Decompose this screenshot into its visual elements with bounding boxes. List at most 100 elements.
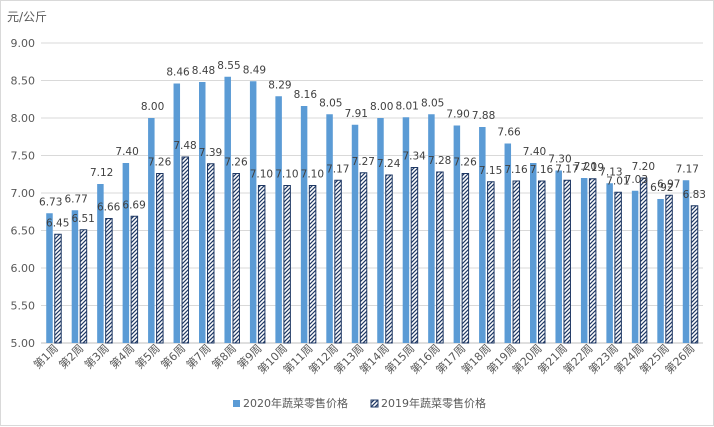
- bar-2019: [105, 218, 113, 344]
- x-tick-label: 第3周: [81, 341, 111, 371]
- data-label-2019: 7.10: [275, 169, 298, 181]
- y-tick-label: 8.00: [11, 112, 36, 125]
- x-tick-label: 第2周: [56, 341, 86, 371]
- data-label-2020: 7.13: [599, 166, 622, 178]
- bar-2019: [359, 172, 368, 344]
- data-label-2019: 7.15: [479, 165, 502, 177]
- y-tick-label: 8.50: [11, 75, 36, 88]
- data-label-2020: 7.20: [574, 161, 597, 173]
- bar-2020: [275, 96, 282, 343]
- bar-2020: [326, 114, 333, 343]
- bar-2019: [385, 174, 393, 344]
- data-label-2020: 8.16: [294, 89, 318, 101]
- bar-2020: [479, 127, 486, 343]
- data-label-2019: 6.83: [683, 189, 706, 201]
- bar-2020: [682, 180, 690, 343]
- bar-2019: [665, 194, 673, 344]
- bar-2020: [555, 170, 562, 343]
- x-tick-label: 第6周: [158, 341, 188, 371]
- data-label-2019: 7.17: [326, 163, 349, 175]
- data-label-2020: 8.00: [370, 101, 393, 113]
- bar-2019: [54, 233, 62, 344]
- y-axis-unit-label: 元/公斤: [7, 10, 47, 24]
- bar-2019: [283, 185, 291, 344]
- legend: 2020年蔬菜零售价格 2019年蔬菜零售价格: [233, 396, 486, 410]
- data-label-2020: 7.03: [625, 174, 648, 186]
- bar-2019: [512, 180, 521, 344]
- data-label-2019: 7.48: [173, 140, 196, 152]
- bar-2019: [308, 185, 317, 344]
- data-label-2019: 7.24: [377, 158, 401, 170]
- bar-2020: [71, 210, 79, 343]
- x-tick-label: 第8周: [209, 341, 239, 371]
- bar-2019: [181, 156, 190, 344]
- data-label-2019: 7.26: [148, 157, 172, 169]
- bar-2020: [173, 83, 181, 343]
- bar-2019: [257, 185, 266, 344]
- bar-2020: [199, 82, 206, 343]
- bar-2019: [690, 205, 699, 344]
- data-labels: 6.73 6.45 6.77 6.51 7.12 6.66 7.40 6.69 8.00 7.26…: [39, 60, 706, 230]
- data-label-2020: 8.48: [192, 65, 215, 77]
- bar-2019: [130, 215, 139, 344]
- bar-2019: [461, 173, 470, 344]
- data-label-2020: 8.05: [421, 97, 444, 109]
- bar-2020: [97, 184, 104, 343]
- bars: [46, 76, 699, 344]
- data-label-2020: 8.01: [395, 100, 418, 112]
- bar-2019: [232, 173, 240, 344]
- data-label-2019: 7.20: [632, 161, 655, 173]
- bar-2020: [530, 163, 537, 343]
- data-label-2019: 7.26: [224, 157, 248, 169]
- bar-2020: [428, 114, 435, 343]
- legend-swatch-2020: [233, 400, 240, 407]
- y-axis-ticks: 5.00 5.50 6.00 6.50 7.00 7.50 8.00 8.50 9.00: [11, 37, 36, 350]
- legend-label-2020: 2020年蔬菜零售价格: [243, 396, 348, 410]
- x-tick-label: 第7周: [183, 341, 213, 371]
- data-label-2019: 7.26: [453, 157, 477, 169]
- data-label-2020: 7.88: [472, 110, 495, 122]
- legend-swatch-2019: [370, 399, 379, 408]
- data-label-2020: 7.40: [523, 146, 546, 158]
- data-label-2020: 8.29: [268, 79, 291, 91]
- data-label-2019: 6.45: [46, 217, 69, 229]
- bar-2020: [606, 183, 613, 343]
- data-label-2019: 7.16: [530, 164, 554, 176]
- data-label-2019: 7.10: [301, 169, 324, 181]
- bar-2020: [631, 190, 639, 343]
- data-label-2019: 7.10: [250, 169, 273, 181]
- data-label-2019: 7.19: [581, 162, 604, 174]
- y-tick-label: 6.00: [11, 262, 36, 275]
- data-label-2019: 6.66: [97, 202, 121, 214]
- data-label-2020: 8.00: [141, 101, 164, 113]
- x-axis-ticks: 第1周第2周第3周第4周第5周第6周第7周第8周第9周第10周第11周第12周第…: [30, 341, 697, 376]
- bar-2020: [224, 76, 231, 343]
- bar-2019: [207, 163, 215, 344]
- bar-2020: [249, 81, 257, 343]
- x-tick-label: 第5周: [132, 341, 162, 371]
- data-label-2020: 6.73: [39, 196, 62, 208]
- bar-2019: [487, 181, 495, 344]
- data-label-2019: 7.17: [555, 163, 578, 175]
- bar-2019: [614, 191, 622, 344]
- bar-2020: [580, 178, 588, 343]
- bar-2019: [334, 179, 342, 344]
- data-label-2019: 7.16: [504, 164, 528, 176]
- y-tick-label: 5.50: [11, 300, 36, 313]
- bar-2019: [639, 177, 648, 344]
- bar-2020: [148, 118, 155, 343]
- data-label-2020: 7.40: [115, 146, 138, 158]
- bar-2020: [300, 106, 308, 343]
- data-label-2020: 7.30: [548, 154, 571, 166]
- bar-2020: [122, 163, 130, 343]
- data-label-2019: 6.51: [71, 213, 94, 225]
- y-tick-label: 6.50: [11, 225, 36, 238]
- bar-2020: [377, 118, 384, 343]
- bar-2019: [588, 178, 597, 344]
- legend-label-2019: 2019年蔬菜零售价格: [381, 396, 486, 410]
- bar-2019: [538, 180, 546, 344]
- bar-2020: [657, 199, 664, 343]
- data-label-2020: 8.05: [319, 97, 342, 109]
- data-label-2019: 7.39: [199, 147, 222, 159]
